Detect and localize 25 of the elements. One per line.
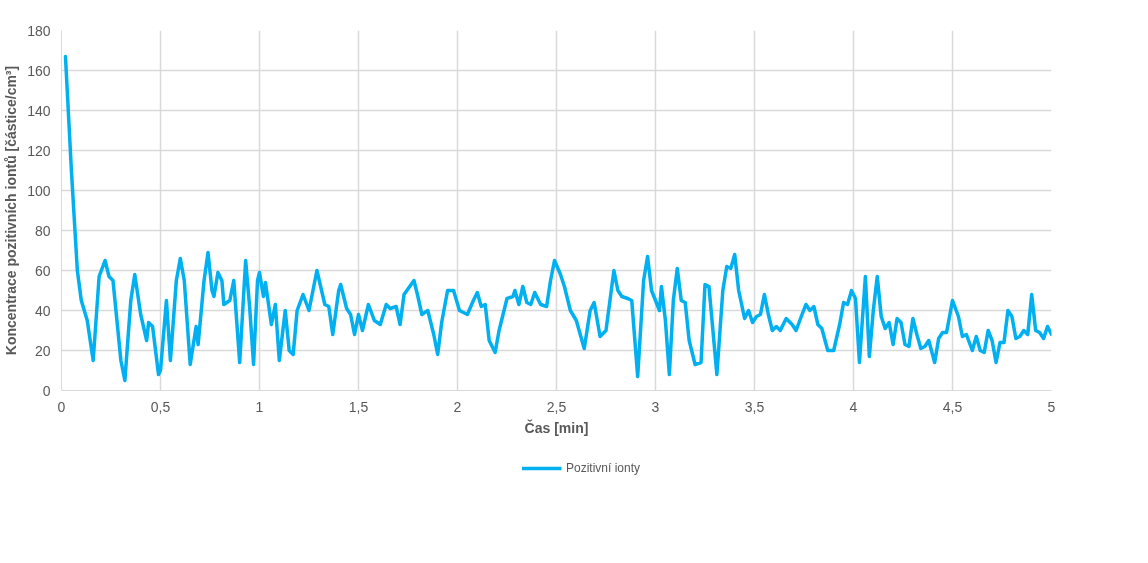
x-axis-title: Čas [min] (524, 418, 589, 436)
legend-label: Pozitivní ionty (565, 461, 641, 475)
x-tick-label: 3 (651, 398, 660, 415)
y-tick-label: 80 (34, 222, 51, 239)
x-tick-label: 4 (849, 398, 858, 415)
y-tick-label: 120 (27, 142, 51, 159)
y-tick-label: 20 (34, 342, 51, 359)
y-tick-label: 180 (27, 22, 51, 39)
x-tick-label: 2,5 (546, 398, 567, 415)
y-tick-label: 40 (34, 302, 51, 319)
line-series (63, 54, 1052, 383)
x-tick-label: 1,5 (348, 398, 369, 415)
y-tick-label: 0 (42, 382, 51, 399)
y-tick-label: 100 (27, 182, 51, 199)
x-tick-label: 3,5 (744, 398, 765, 415)
x-tick-label: 5 (1047, 398, 1056, 415)
x-tick-label: 2 (453, 398, 462, 415)
x-tick-label: 0 (57, 398, 66, 415)
x-tick-label: 0,5 (150, 398, 171, 415)
y-axis-title: Koncentrace pozitivních iontů [částice/cm³] (3, 65, 20, 356)
y-tick-label: 140 (27, 102, 51, 119)
y-tick-label: 60 (34, 262, 51, 279)
x-tick-label: 4,5 (942, 398, 963, 415)
y-tick-label: 160 (27, 62, 51, 79)
x-tick-label: 1 (255, 398, 264, 415)
